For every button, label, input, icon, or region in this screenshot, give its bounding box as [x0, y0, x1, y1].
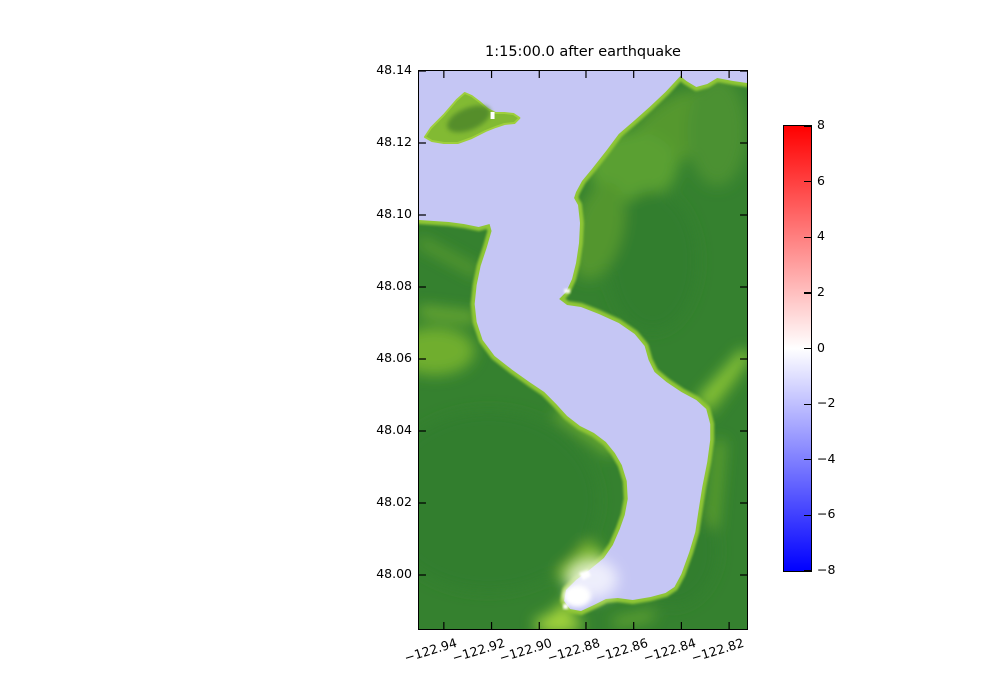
colorbar-tick-−2 [804, 403, 811, 405]
colorbar-label-8: 8 [817, 117, 825, 132]
water-channel [419, 71, 747, 611]
zero-level-patch [563, 559, 618, 609]
colorbar-tick-8 [804, 126, 811, 128]
plot-title: 1:15:00.0 after earthquake [485, 44, 681, 60]
x-tick-label-−122.82: −122.82 [689, 635, 746, 666]
shoreline-band [419, 72, 747, 615]
y-tick-label-48.08: 48.08 [376, 278, 412, 293]
colorbar-tick-−6 [804, 514, 811, 517]
map-plot [418, 70, 748, 630]
colorbar-label-−2: −2 [817, 395, 836, 411]
colorbar-tick-2 [804, 292, 811, 294]
colorbar-label-−4: −4 [817, 450, 836, 466]
y-tick-label-48.06: 48.06 [376, 350, 412, 365]
y-tick-label-48.00: 48.00 [376, 566, 412, 581]
colorbar-label-−8: −8 [817, 562, 836, 577]
island-lagoon-dot [490, 112, 495, 119]
island [423, 92, 521, 144]
colorbar-tick-0 [804, 348, 811, 350]
colorbar-label-4: 4 [817, 228, 825, 244]
y-tick-label-48.02: 48.02 [376, 494, 412, 509]
colorbar-label-2: 2 [817, 283, 825, 299]
colorbar-tick-−4 [804, 459, 811, 461]
colorbar [783, 125, 812, 572]
colorbar-label-0: 0 [817, 339, 825, 355]
cape-white-dot [564, 289, 571, 293]
axis-ticks [419, 71, 747, 629]
y-tick-label-48.10: 48.10 [376, 206, 412, 221]
y-tick-label-48.14: 48.14 [376, 62, 412, 77]
colorbar-tick-4 [804, 236, 811, 238]
y-tick-label-48.04: 48.04 [376, 422, 412, 437]
colorbar-tick-−8 [804, 569, 811, 571]
colorbar-label-−6: −6 [817, 506, 836, 522]
y-tick-label-48.12: 48.12 [376, 134, 412, 149]
colorbar-label-6: 6 [817, 172, 825, 188]
colorbar-tick-6 [804, 181, 811, 183]
tsunami-map-canvas [419, 71, 747, 629]
